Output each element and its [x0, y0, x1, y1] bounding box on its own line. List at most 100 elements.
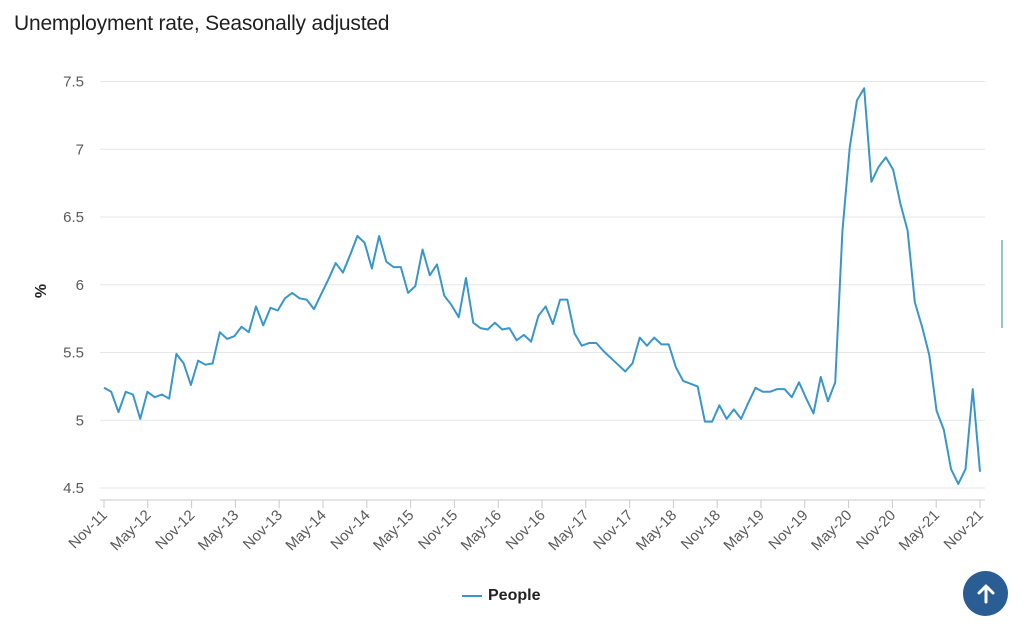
data-point[interactable]	[181, 360, 187, 366]
data-point[interactable]	[282, 295, 288, 301]
data-point[interactable]	[637, 335, 643, 341]
data-point[interactable]	[666, 341, 672, 347]
data-point[interactable]	[825, 398, 831, 404]
data-point[interactable]	[716, 402, 722, 408]
data-point[interactable]	[919, 324, 925, 330]
data-point[interactable]	[456, 314, 462, 320]
data-point[interactable]	[144, 389, 150, 395]
data-point[interactable]	[202, 362, 208, 368]
data-point[interactable]	[948, 466, 954, 472]
data-point[interactable]	[629, 360, 635, 366]
data-point[interactable]	[449, 302, 455, 308]
data-point[interactable]	[275, 307, 281, 313]
data-point[interactable]	[108, 389, 114, 395]
data-point[interactable]	[839, 228, 845, 234]
data-point[interactable]	[152, 394, 158, 400]
data-point[interactable]	[651, 335, 657, 341]
data-point[interactable]	[188, 382, 194, 388]
data-point[interactable]	[427, 272, 433, 278]
data-point[interactable]	[564, 297, 570, 303]
data-point[interactable]	[709, 419, 715, 425]
data-point[interactable]	[622, 368, 628, 374]
data-point[interactable]	[260, 322, 266, 328]
data-point[interactable]	[115, 409, 121, 415]
data-point[interactable]	[514, 337, 520, 343]
data-point[interactable]	[304, 297, 310, 303]
data-point[interactable]	[246, 329, 252, 335]
data-point[interactable]	[890, 167, 896, 173]
data-point[interactable]	[492, 320, 498, 326]
data-point[interactable]	[434, 261, 440, 267]
data-point[interactable]	[506, 325, 512, 331]
data-point[interactable]	[369, 265, 375, 271]
data-point[interactable]	[926, 352, 932, 358]
series-line-people[interactable]	[103, 87, 981, 485]
data-point[interactable]	[803, 396, 809, 402]
data-point[interactable]	[340, 270, 346, 276]
data-point[interactable]	[499, 326, 505, 332]
data-point[interactable]	[695, 383, 701, 389]
data-point[interactable]	[970, 386, 976, 392]
data-point[interactable]	[644, 343, 650, 349]
data-point[interactable]	[173, 351, 179, 357]
data-point[interactable]	[818, 374, 824, 380]
data-point[interactable]	[224, 336, 230, 342]
data-point[interactable]	[123, 389, 129, 395]
data-point[interactable]	[311, 306, 317, 312]
data-point[interactable]	[883, 154, 889, 160]
data-point[interactable]	[876, 164, 882, 170]
data-point[interactable]	[608, 355, 614, 361]
data-point[interactable]	[463, 275, 469, 281]
data-point[interactable]	[195, 358, 201, 364]
data-point[interactable]	[810, 410, 816, 416]
data-point[interactable]	[934, 408, 940, 414]
data-point[interactable]	[731, 406, 737, 412]
data-point[interactable]	[955, 481, 961, 487]
data-point[interactable]	[572, 331, 578, 337]
data-point[interactable]	[724, 416, 730, 422]
data-point[interactable]	[535, 313, 541, 319]
data-point[interactable]	[210, 360, 216, 366]
data-point[interactable]	[528, 339, 534, 345]
data-point[interactable]	[977, 469, 983, 475]
data-point[interactable]	[593, 340, 599, 346]
data-point[interactable]	[868, 179, 874, 185]
data-point[interactable]	[586, 340, 592, 346]
data-point[interactable]	[550, 321, 556, 327]
data-point[interactable]	[702, 419, 708, 425]
scroll-to-top-button[interactable]	[963, 571, 1008, 616]
data-point[interactable]	[470, 320, 476, 326]
data-point[interactable]	[847, 145, 853, 151]
legend-item-people[interactable]: People	[462, 587, 540, 605]
data-point[interactable]	[941, 427, 947, 433]
data-point[interactable]	[391, 264, 397, 270]
data-point[interactable]	[383, 259, 389, 265]
data-point[interactable]	[296, 295, 302, 301]
data-point[interactable]	[159, 392, 165, 398]
data-point[interactable]	[333, 260, 339, 266]
data-point[interactable]	[673, 364, 679, 370]
data-point[interactable]	[318, 291, 324, 297]
data-point[interactable]	[101, 385, 107, 391]
data-point[interactable]	[217, 329, 223, 335]
data-point[interactable]	[912, 299, 918, 305]
data-point[interactable]	[325, 276, 331, 282]
data-point[interactable]	[420, 247, 426, 253]
data-point[interactable]	[289, 290, 295, 296]
data-point[interactable]	[398, 264, 404, 270]
data-point[interactable]	[485, 326, 491, 332]
data-point[interactable]	[543, 303, 549, 309]
data-point[interactable]	[166, 396, 172, 402]
data-point[interactable]	[760, 389, 766, 395]
data-point[interactable]	[963, 466, 969, 472]
data-point[interactable]	[362, 240, 368, 246]
data-point[interactable]	[601, 348, 607, 354]
data-point[interactable]	[738, 416, 744, 422]
data-point[interactable]	[680, 378, 686, 384]
data-point[interactable]	[441, 293, 447, 299]
data-point[interactable]	[521, 332, 527, 338]
data-point[interactable]	[796, 379, 802, 385]
data-point[interactable]	[405, 290, 411, 296]
data-point[interactable]	[579, 343, 585, 349]
data-point[interactable]	[137, 416, 143, 422]
